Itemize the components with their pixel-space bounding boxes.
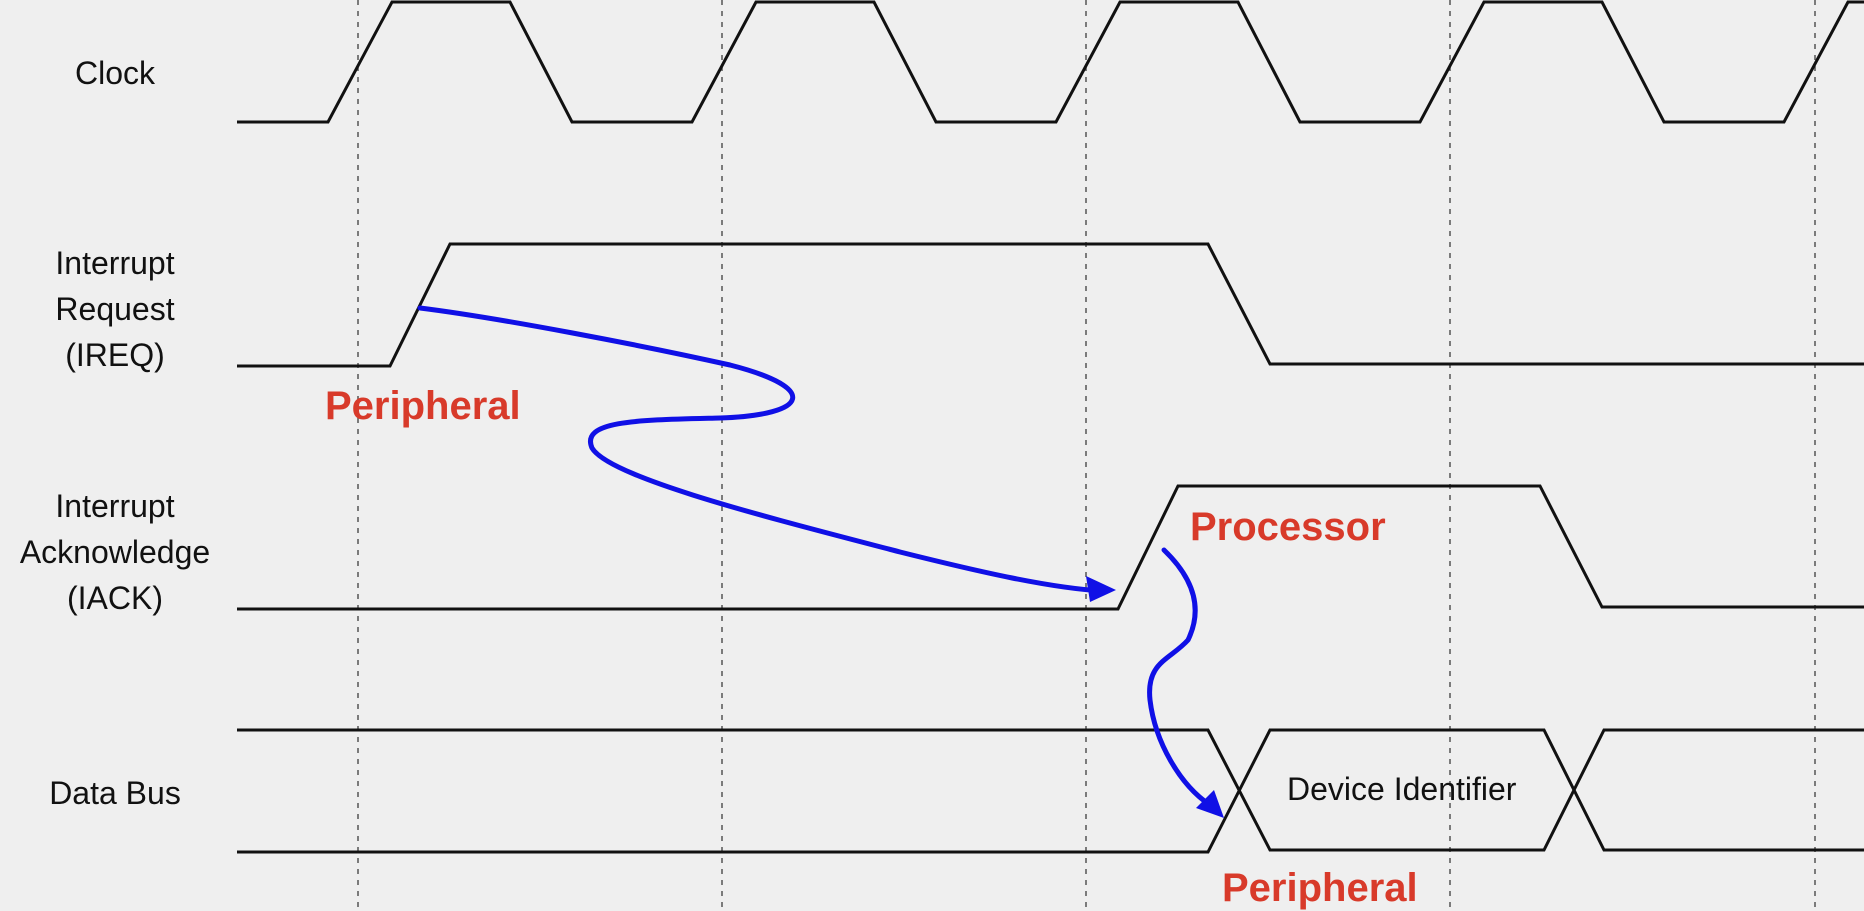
iack-waveform xyxy=(237,484,1864,611)
peripheral-annotation-bottom: Peripheral xyxy=(1222,866,1418,910)
ireq-label: Interrupt Request (IREQ) xyxy=(55,245,175,373)
gridlines xyxy=(357,0,1816,909)
clock-waveform xyxy=(237,0,1864,124)
data-bus-label: Data Bus xyxy=(49,775,181,811)
arrowhead-iack xyxy=(1086,576,1116,602)
data-bus-waveform xyxy=(237,728,1864,854)
ireq-waveform xyxy=(237,242,1864,368)
arrowhead-databus xyxy=(1196,790,1224,818)
peripheral-annotation-top: Peripheral xyxy=(325,384,521,428)
device-identifier-label: Device Identifier xyxy=(1287,771,1517,807)
iack-label: Interrupt Acknowledge (IACK) xyxy=(19,488,211,616)
handshake-arrow-ireq-to-iack xyxy=(417,305,1106,594)
clock-label: Clock xyxy=(74,55,155,91)
processor-annotation: Processor xyxy=(1190,505,1386,549)
handshake-arrow-iack-to-databus xyxy=(1147,547,1213,808)
